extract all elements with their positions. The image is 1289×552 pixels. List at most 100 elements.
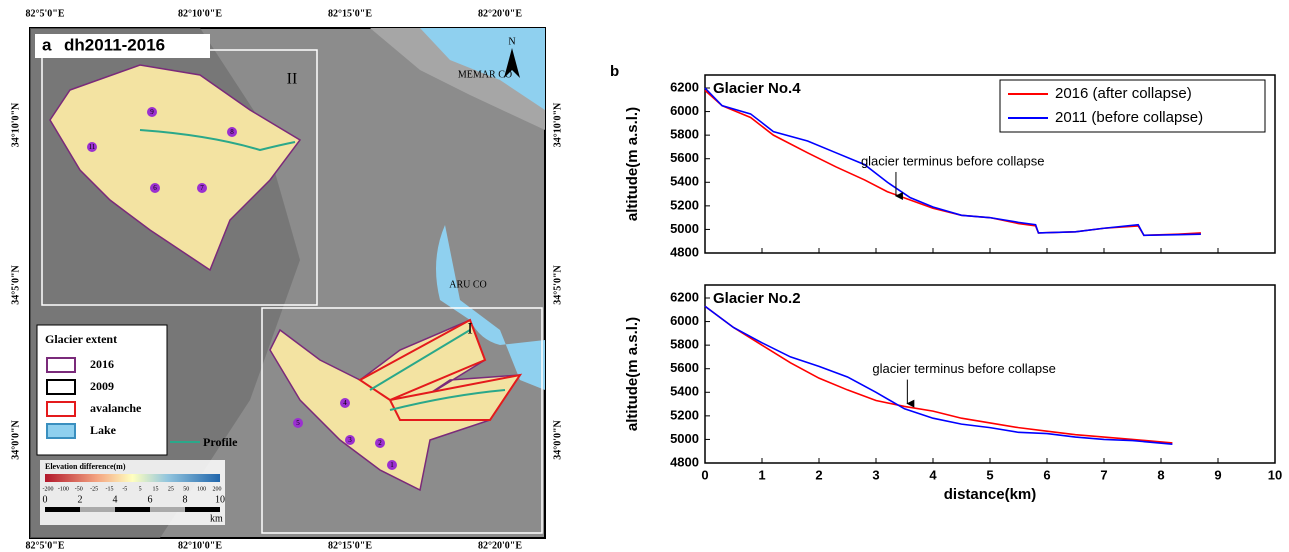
profile-line (139, 129, 296, 152)
box-i (261, 307, 543, 534)
x-axis-label: distance(km) (944, 486, 1037, 503)
x-tick-label: 3 (872, 467, 879, 482)
x-tick-label: 1 (758, 467, 765, 482)
lake (420, 28, 545, 110)
lon-label: 82°15'0"E (328, 540, 372, 551)
legend-swatch (46, 379, 76, 395)
north-label: N (508, 36, 515, 47)
scale-tick: 8 (183, 494, 188, 505)
lake-label: ARU CO (449, 279, 487, 290)
legend-box (999, 79, 1266, 133)
lat-label: 34°10'0"N (552, 102, 563, 147)
lon-label: 82°10'0"E (178, 8, 222, 19)
glacier-marker (345, 435, 355, 445)
chart-title: Glacier No.2 (713, 290, 801, 307)
scale-unit: km (210, 513, 223, 524)
x-tick-label: 6 (1043, 467, 1050, 482)
x-tick-label: 4 (929, 467, 937, 482)
scalebar (150, 507, 185, 512)
lake-label: MEMAR CO (458, 69, 512, 80)
glacier-marker (375, 438, 385, 448)
panel-label: a (42, 35, 52, 54)
lat-label: 34°0'0"N (552, 419, 563, 459)
legend-label: 2011 (before collapse) (1055, 109, 1203, 126)
colorbar-tick: -5 (122, 486, 127, 492)
glacier-marker (87, 142, 97, 152)
lat-label: 34°5'0"N (552, 264, 563, 304)
legend-label: Profile (203, 435, 238, 449)
colorbar-tick: 25 (168, 486, 174, 492)
lon-label: 82°20'0"E (478, 8, 522, 19)
map: 82°5'0"E 82°10'0"E 82°15'0"E 82°20'0"E 82°5'… (10, 8, 563, 551)
scale-tick: 4 (113, 494, 118, 505)
y-tick-label: 5200 (670, 197, 699, 212)
scale-tick: 0 (43, 494, 48, 505)
glacier-marker (340, 398, 350, 408)
legend-label: 2016 (after collapse) (1055, 85, 1192, 102)
y-axis-label: altitude(m a.s.l.) (624, 107, 641, 221)
chart-title: Glacier No.4 (713, 80, 801, 97)
glacier-marker (147, 107, 157, 117)
y-tick-label: 5400 (670, 174, 699, 189)
glacier-marker (197, 183, 207, 193)
glacier-id: 6 (153, 184, 157, 192)
glacier-ii (49, 64, 302, 272)
scalebar (45, 507, 220, 512)
series-line (704, 305, 1173, 445)
series-line (704, 305, 1173, 444)
lon-label: 82°5'0"E (26, 8, 65, 19)
glacier-id: 5 (296, 419, 300, 427)
glacier-id: 8 (230, 128, 234, 136)
glacier-id: 7 (200, 184, 204, 192)
legend-label: 2016 (90, 357, 114, 371)
glacier-id: 4 (343, 399, 347, 407)
x-tick-label: 10 (1268, 467, 1282, 482)
lon-label: 82°20'0"E (478, 540, 522, 551)
y-tick-label: 6000 (670, 103, 699, 118)
lon-label: 82°5'0"E (26, 540, 65, 551)
lat-label: 34°0'0"N (10, 419, 21, 459)
legend-label: Lake (90, 423, 117, 437)
y-tick-label: 4800 (670, 244, 699, 259)
x-tick-label: 5 (986, 467, 993, 482)
colorbar-tick: -100 (58, 486, 69, 492)
legend-swatch (46, 357, 76, 373)
colorbar-tick: -50 (75, 486, 83, 492)
legend-title: Glacier extent (45, 332, 117, 346)
series-line (704, 87, 1201, 237)
glacier-marker (293, 418, 303, 428)
avalanche (358, 318, 523, 421)
colorbar-title: Elevation difference(m) (45, 462, 126, 471)
glacier-marker (387, 460, 397, 470)
box-label: I (467, 321, 472, 338)
x-tick-label: 0 (701, 467, 708, 482)
lat-label: 34°5'0"N (10, 264, 21, 304)
scale-tick: 2 (78, 494, 83, 505)
glacier-id: 1 (390, 461, 394, 469)
colorbar-tick: -200 (43, 486, 54, 492)
glacier-marker (227, 127, 237, 137)
colorbar-box (40, 460, 225, 525)
glacier-id: 11 (89, 143, 96, 151)
scalebar (80, 507, 115, 512)
y-tick-label: 5800 (670, 127, 699, 142)
y-tick-label: 6200 (670, 79, 699, 94)
y-tick-label: 6200 (670, 289, 699, 304)
y-tick-label: 5800 (670, 337, 699, 352)
colorbar-tick: -25 (90, 486, 98, 492)
box-label: II (287, 71, 298, 88)
lon-label: 82°10'0"E (178, 540, 222, 551)
lake (436, 225, 545, 390)
colorbar-tick: 100 (197, 486, 206, 492)
y-tick-label: 5000 (670, 431, 699, 446)
legend-swatch (46, 401, 76, 417)
y-tick-label: 6000 (670, 313, 699, 328)
legend-swatch (46, 423, 76, 439)
north-arrow (504, 48, 520, 78)
colorbar-tick: 15 (153, 486, 159, 492)
x-tick-label: 7 (1100, 467, 1107, 482)
colorbar-tick: 50 (183, 486, 189, 492)
glacier-id: 2 (378, 439, 382, 447)
